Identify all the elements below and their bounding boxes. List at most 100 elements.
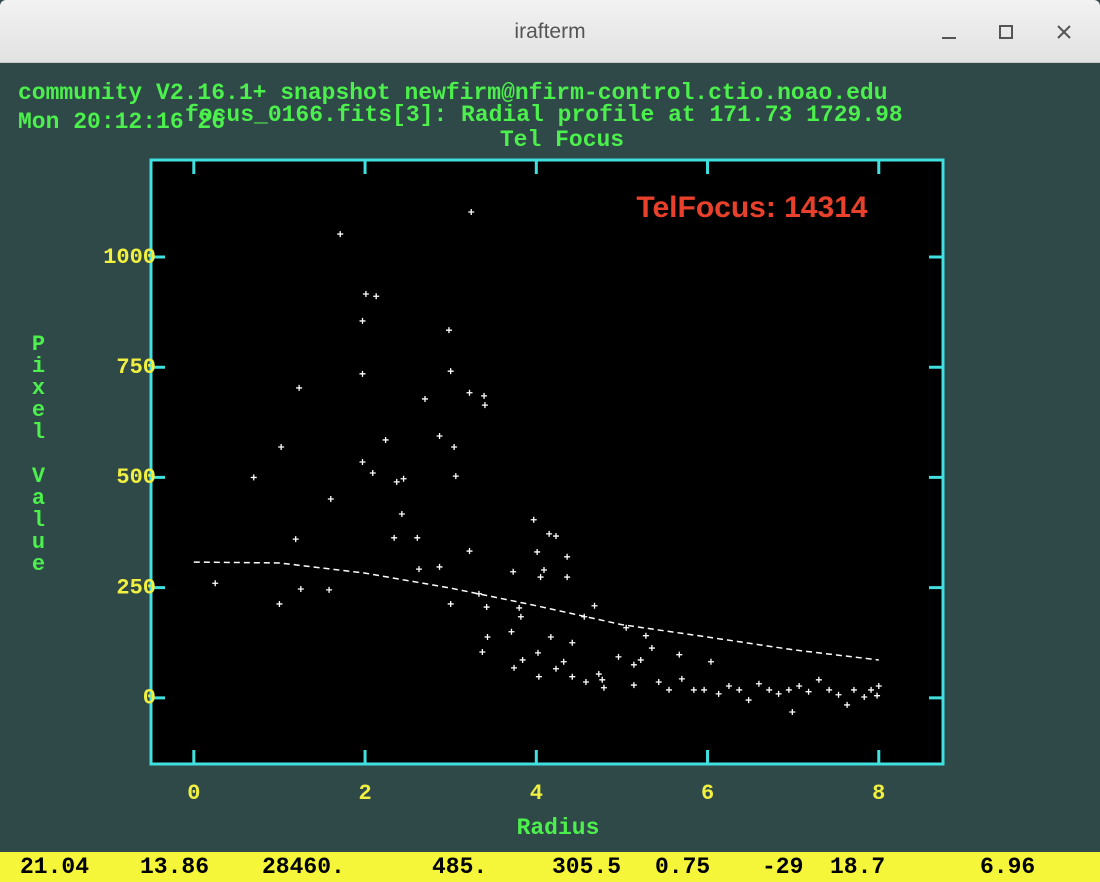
data-point: [297, 585, 304, 592]
data-point: [569, 639, 576, 646]
data-point: [447, 600, 454, 607]
y-tick-label: 500: [116, 465, 156, 490]
data-point: [327, 496, 334, 503]
data-point: [276, 600, 283, 607]
x-tick-label: 4: [530, 781, 543, 806]
data-point: [382, 436, 389, 443]
x-tick-label: 0: [187, 781, 200, 806]
data-point: [775, 690, 782, 697]
data-point: [292, 536, 299, 543]
window-title: irafterm: [514, 20, 586, 43]
data-point: [519, 656, 526, 663]
data-point: [546, 530, 553, 537]
data-point: [414, 534, 421, 541]
status-field: 305.5: [552, 854, 622, 880]
data-point: [547, 634, 554, 641]
y-tick-label: 250: [116, 575, 156, 600]
data-point: [481, 402, 488, 409]
data-point: [362, 291, 369, 298]
data-point: [701, 686, 708, 693]
data-point: [623, 624, 630, 631]
data-point: [359, 317, 366, 324]
data-point: [745, 697, 752, 704]
data-point: [599, 676, 606, 683]
data-point: [815, 676, 822, 683]
data-point: [373, 293, 380, 300]
data-point: [569, 673, 576, 680]
data-point: [359, 459, 366, 465]
data-point: [466, 389, 473, 396]
data-point: [725, 682, 732, 689]
data-point: [552, 533, 559, 540]
data-point: [534, 548, 541, 555]
y-tick-label: 750: [116, 355, 156, 380]
data-point: [591, 602, 598, 609]
data-point: [630, 682, 637, 689]
x-axis-label: Radius: [517, 815, 600, 841]
data-point: [537, 574, 544, 581]
data-point: [445, 327, 452, 334]
profile-line: [193, 561, 879, 661]
data-point: [484, 634, 491, 641]
data-point: [637, 656, 644, 663]
data-point: [826, 686, 833, 693]
plot-info: focus_0166.fits[3]: Radial profile at 17…: [185, 102, 903, 128]
data-point: [481, 392, 488, 399]
data-point: [785, 686, 792, 693]
data-point: [508, 628, 515, 635]
data-point: [874, 692, 881, 699]
data-point: [564, 574, 571, 581]
data-point: [552, 665, 559, 672]
data-point: [436, 432, 443, 439]
data-point: [466, 548, 473, 555]
data-point: [648, 645, 655, 652]
data-point: [655, 678, 662, 685]
data-point: [483, 604, 490, 611]
data-point: [755, 680, 762, 687]
data-point: [861, 693, 868, 700]
terminal: community V2.16.1+ snapshot newfirm@nfir…: [18, 80, 945, 841]
data-point: [212, 580, 219, 587]
data-point: [766, 686, 773, 693]
status-field: 6.96: [980, 854, 1036, 880]
data-point: [516, 604, 523, 611]
status-field: -29: [762, 854, 804, 880]
data-point: [479, 649, 486, 656]
data-point: [844, 701, 851, 708]
data-point: [250, 474, 257, 481]
data-point: [359, 370, 366, 377]
data-point: [517, 613, 524, 620]
maximize-button[interactable]: [999, 25, 1013, 39]
data-point: [541, 567, 548, 574]
data-point: [805, 688, 812, 695]
data-point: [400, 475, 407, 482]
data-point: [511, 664, 518, 671]
x-tick-label: 2: [358, 781, 371, 806]
close-button[interactable]: [1057, 25, 1071, 39]
data-point: [690, 686, 697, 693]
data-point: [391, 534, 398, 541]
data-point: [326, 586, 333, 593]
y-tick-label: 1000: [103, 245, 156, 270]
data-point: [452, 473, 459, 480]
data-point: [796, 682, 803, 689]
data-point: [451, 444, 458, 451]
data-point: [715, 690, 722, 697]
status-bar: 21.04 13.86 28460. 485. 305.5 0.75 -29 18.7 6.96: [0, 852, 1100, 882]
data-point: [530, 516, 537, 523]
data-point: [582, 678, 589, 685]
data-point: [630, 661, 637, 668]
data-point: [560, 658, 567, 665]
chart-title: Tel Focus: [500, 127, 624, 153]
data-point: [421, 395, 428, 402]
header-line: Mon 20:12:16 26: [18, 109, 225, 135]
data-point: [736, 686, 743, 693]
data-point: [850, 686, 857, 693]
data-point: [369, 470, 376, 477]
data-point: [676, 651, 683, 658]
data-point: [600, 684, 607, 691]
data-point: [564, 553, 571, 560]
data-point: [535, 649, 542, 656]
data-point: [510, 568, 517, 575]
